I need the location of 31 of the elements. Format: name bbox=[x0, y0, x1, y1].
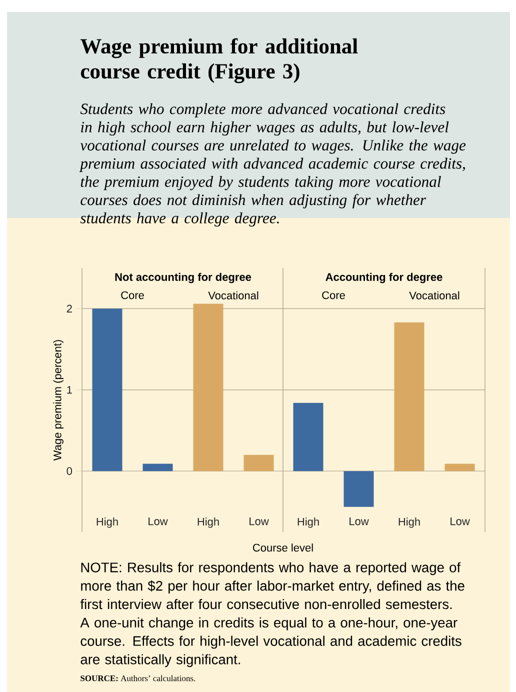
text: SOURCE: Authors’ calculations. bbox=[80, 675, 196, 682]
x-tick-label: High bbox=[198, 518, 219, 528]
annotation: Core bbox=[322, 291, 345, 300]
x-tick-label: High bbox=[298, 518, 319, 528]
bar bbox=[92, 308, 122, 472]
chart-title: Accounting for degree bbox=[326, 272, 442, 284]
x-axis-title: Course level bbox=[253, 544, 313, 552]
x-tick-label: Low bbox=[250, 518, 269, 526]
x-tick-label: Low bbox=[148, 518, 168, 526]
text: NOTE: Results for respondents who have a reported wage of more than $2 per hour after labor-market entry, defined as the first interview after four consecutive non-enrolled semesters. A one-unit change in credits is equal to a one-hour, one-year course. Effects for high-level vocational and academic credits are statistically significant. bbox=[80, 562, 464, 668]
chart-subtitle: Students who complete more advanced vocational credits in high school earn higher wages as adults, but low-level vocational courses are unrelated to wages. Unlike the wage premium associated with advanced academic course credits, the premium enjoyed by students taking more vocational courses does not diminish when adjusting for whether students have a college degree. bbox=[79, 103, 466, 227]
bar bbox=[193, 304, 224, 472]
bar bbox=[142, 464, 173, 472]
x-tick-label: Low bbox=[350, 518, 369, 526]
text: Wage premium for additional course credit (Figure 3) bbox=[80, 38, 358, 84]
y-axis-title: Wage premium (percent) bbox=[53, 340, 64, 461]
chart-title: Not accounting for degree bbox=[115, 272, 252, 284]
annotation: Core bbox=[121, 291, 144, 300]
annotation: Vocational bbox=[409, 291, 460, 300]
x-tick-label: High bbox=[398, 518, 420, 528]
bar bbox=[293, 402, 324, 472]
bar bbox=[244, 454, 274, 472]
annotation: Vocational bbox=[208, 291, 258, 300]
y-tick-label: 2 bbox=[66, 304, 72, 312]
x-tick-label: High bbox=[96, 518, 118, 528]
y-tick-label: 1 bbox=[67, 386, 72, 394]
y-tick-label: 0 bbox=[66, 467, 72, 475]
bar bbox=[344, 471, 374, 507]
bar bbox=[444, 464, 475, 472]
bar bbox=[394, 322, 424, 472]
x-tick-label: Low bbox=[450, 518, 470, 526]
